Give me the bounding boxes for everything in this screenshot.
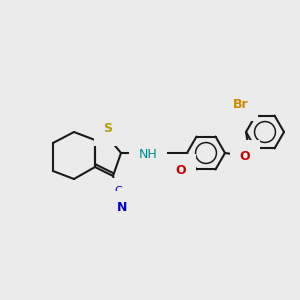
Text: O: O [240, 149, 250, 163]
Text: N: N [117, 201, 127, 214]
Text: S: S [103, 122, 112, 136]
Text: C: C [114, 186, 122, 197]
Text: NH: NH [139, 148, 158, 160]
Text: O: O [176, 164, 186, 176]
Text: Br: Br [233, 98, 248, 111]
